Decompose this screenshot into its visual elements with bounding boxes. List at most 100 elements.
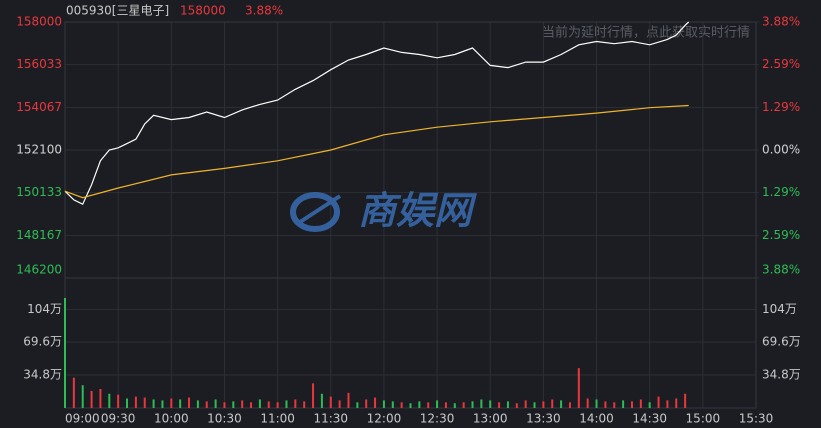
- volume-bar: [462, 402, 465, 408]
- x-tick-label: 14:00: [579, 412, 614, 426]
- volume-bar: [143, 397, 146, 408]
- volume-bar: [338, 400, 341, 408]
- stock-change: 3.88%: [245, 4, 283, 18]
- y2-tick-label: 2.59%: [762, 228, 800, 242]
- volume-bar: [382, 400, 385, 408]
- volume-bar: [329, 396, 332, 408]
- volume-bar: [630, 401, 633, 408]
- volume-bar: [81, 385, 84, 408]
- y2-tick-label: 3.88%: [762, 15, 800, 29]
- volume-bar: [577, 368, 580, 408]
- volume-tick-label: 104万: [762, 302, 797, 316]
- y-tick-label: 156033: [16, 57, 62, 71]
- x-tick-label: 12:30: [420, 412, 455, 426]
- x-tick-label: 14:30: [632, 412, 667, 426]
- volume-bar: [134, 396, 137, 408]
- volume-bar: [170, 398, 173, 408]
- volume-bar: [347, 392, 350, 408]
- volume-bar: [613, 402, 616, 408]
- volume-bar: [161, 400, 164, 408]
- volume-bar: [214, 399, 217, 408]
- volume-bar: [506, 401, 509, 408]
- volume-bar: [356, 402, 359, 408]
- volume-bar: [639, 399, 642, 408]
- volume-bar: [267, 401, 270, 408]
- volume-bar: [99, 389, 102, 408]
- volume-bar: [524, 400, 527, 408]
- volume-bar: [533, 402, 536, 408]
- volume-bar: [471, 401, 474, 408]
- volume-bar: [223, 402, 226, 408]
- volume-tick-label: 69.6万: [23, 334, 62, 348]
- volume-bar: [427, 402, 430, 408]
- y-tick-label: 158000: [16, 15, 62, 29]
- volume-bar: [250, 402, 253, 408]
- y2-tick-label: 1.29%: [762, 185, 800, 199]
- stock-price: 158000: [180, 4, 226, 18]
- logo-text: 商娱网: [358, 189, 477, 233]
- volume-bar: [657, 396, 660, 408]
- volume-bar: [604, 401, 607, 408]
- x-tick-label: 11:30: [313, 412, 348, 426]
- volume-bar: [595, 399, 598, 408]
- volume-bar: [436, 400, 439, 408]
- x-tick-label: 09:00: [65, 412, 100, 426]
- y2-tick-label: 1.29%: [762, 100, 800, 114]
- volume-bar: [409, 403, 412, 408]
- x-tick-label: 15:00: [686, 412, 721, 426]
- x-tick-label: 12:00: [367, 412, 402, 426]
- volume-tick-label: 104万: [27, 302, 62, 316]
- volume-bar: [179, 399, 182, 408]
- volume-bar: [365, 399, 368, 408]
- volume-bar: [276, 402, 279, 408]
- volume-bar: [400, 402, 403, 408]
- x-tick-label: 15:30: [739, 412, 774, 426]
- logo-ring: [290, 192, 340, 232]
- volume-bar: [303, 401, 306, 408]
- volume-bar: [586, 398, 589, 408]
- y2-tick-label: 3.88%: [762, 263, 800, 277]
- y2-tick-label: 0.00%: [762, 143, 800, 157]
- volume-bar: [684, 393, 687, 408]
- volume-bar: [374, 397, 377, 408]
- x-tick-label: 10:00: [154, 412, 189, 426]
- volume-bar: [241, 400, 244, 408]
- volume-bar: [196, 400, 199, 408]
- x-tick-label: 13:00: [473, 412, 508, 426]
- volume-bar: [285, 400, 288, 408]
- volume-bar: [117, 394, 120, 408]
- volume-bar: [258, 399, 261, 408]
- volume-bar: [648, 402, 651, 408]
- volume-bar: [418, 401, 421, 408]
- volume-bar: [560, 400, 563, 408]
- volume-bar: [72, 377, 75, 408]
- volume-tick-label: 69.6万: [762, 334, 801, 348]
- x-tick-label: 09:30: [101, 412, 136, 426]
- y-tick-label: 152100: [16, 143, 62, 157]
- logo-swoosh: [298, 194, 342, 224]
- volume-bar: [312, 383, 315, 408]
- volume-bar: [453, 403, 456, 408]
- volume-bar: [188, 397, 191, 408]
- volume-bar: [675, 398, 678, 408]
- x-tick-label: 10:30: [207, 412, 242, 426]
- volume-bar: [444, 402, 447, 408]
- volume-bar: [489, 400, 492, 408]
- volume-bar: [480, 399, 483, 408]
- volume-bar: [152, 399, 155, 408]
- volume-bar: [205, 401, 208, 408]
- delay-notice[interactable]: 当前为延时行情，点此获取实时行情: [542, 25, 750, 41]
- volume-bar: [108, 393, 111, 408]
- y2-tick-label: 2.59%: [762, 57, 800, 71]
- volume-bar: [391, 401, 394, 408]
- y-tick-label: 154067: [16, 100, 62, 114]
- volume-bar: [90, 390, 93, 408]
- volume-bar: [622, 400, 625, 408]
- stock-code: 005930[三星电子]: [66, 4, 169, 18]
- price-line: [64, 104, 689, 199]
- volume-bar: [64, 297, 66, 408]
- volume-bar: [126, 398, 129, 408]
- watermark: 商娱网: [290, 189, 477, 233]
